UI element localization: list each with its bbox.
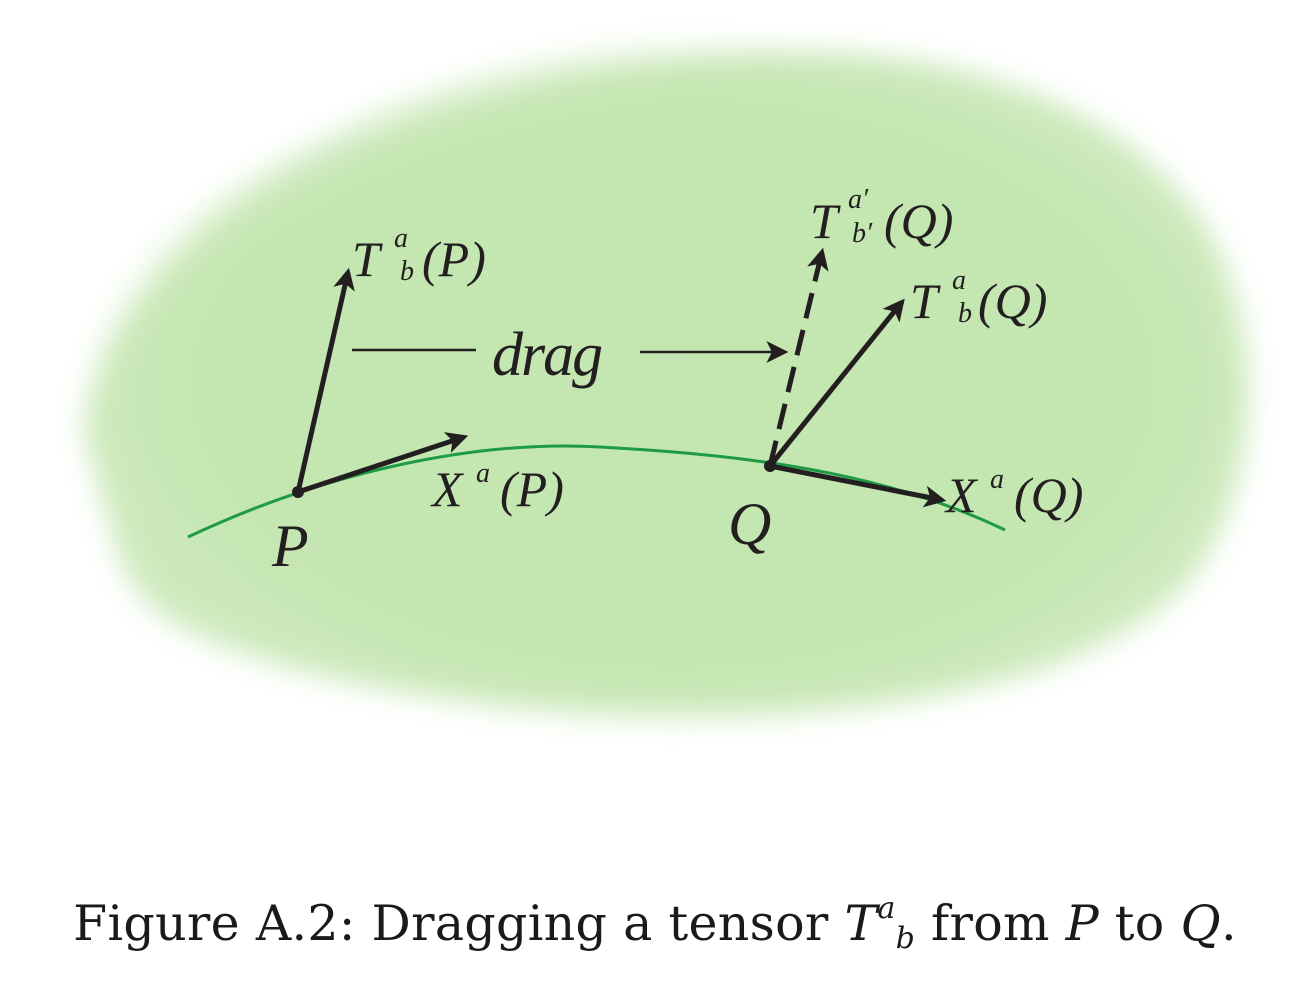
tensor-p-label: T a b (P) (352, 223, 486, 287)
caption-tensor-sup: a (877, 891, 896, 926)
vector-p-arrow (297, 432, 469, 495)
svg-text:T: T (910, 273, 941, 329)
svg-text:a: a (952, 265, 966, 296)
caption-tensor-sub: b (895, 921, 916, 956)
caption-prefix: Figure A.2: Dragging a tensor (73, 895, 845, 952)
svg-text:a: a (990, 464, 1004, 495)
manifold-region (60, 20, 1286, 746)
svg-text:X: X (944, 467, 979, 523)
point-q-label: Q (728, 491, 771, 557)
vector-q-label: X a (Q) (944, 464, 1083, 523)
point-p-label: P (271, 513, 309, 579)
figure-caption: Figure A.2: Dragging a tensor Tab from P… (0, 894, 1310, 954)
svg-text:T: T (810, 193, 841, 249)
caption-tensor-base: T (844, 895, 878, 952)
drag-label: drag (492, 321, 602, 389)
svg-text:b: b (958, 298, 972, 329)
point-q-dot (764, 460, 776, 472)
svg-text:T: T (352, 231, 383, 287)
svg-text:X: X (430, 461, 465, 517)
caption-to-point: Q (1180, 895, 1221, 952)
caption-to-word: to (1098, 895, 1181, 952)
drag-diagram: P Q drag T a b (P) T a′ b′ (Q) T a b (Q)… (60, 20, 1286, 746)
tensor-p-arrow (295, 267, 355, 493)
svg-text:b′: b′ (852, 218, 873, 249)
svg-text:(P): (P) (500, 461, 564, 517)
caption-from-point: P (1065, 895, 1099, 952)
svg-text:(P): (P) (422, 231, 486, 287)
vector-q-arrow (769, 463, 947, 508)
point-p-dot (292, 486, 304, 498)
tensor-q-label: T a b (Q) (910, 265, 1047, 329)
svg-text:b: b (400, 256, 414, 287)
tensor-q-prime-label: T a′ b′ (Q) (810, 184, 953, 249)
caption-middle: from (915, 895, 1066, 952)
svg-text:(Q): (Q) (884, 193, 953, 249)
svg-text:a′: a′ (848, 184, 869, 215)
caption-suffix: . (1220, 895, 1237, 952)
svg-text:(Q): (Q) (978, 273, 1047, 329)
svg-text:a: a (476, 458, 490, 489)
svg-text:(Q): (Q) (1014, 467, 1083, 523)
vector-p-label: X a (P) (430, 458, 564, 517)
svg-text:a: a (394, 223, 408, 254)
tensor-q-arrow (768, 298, 905, 468)
